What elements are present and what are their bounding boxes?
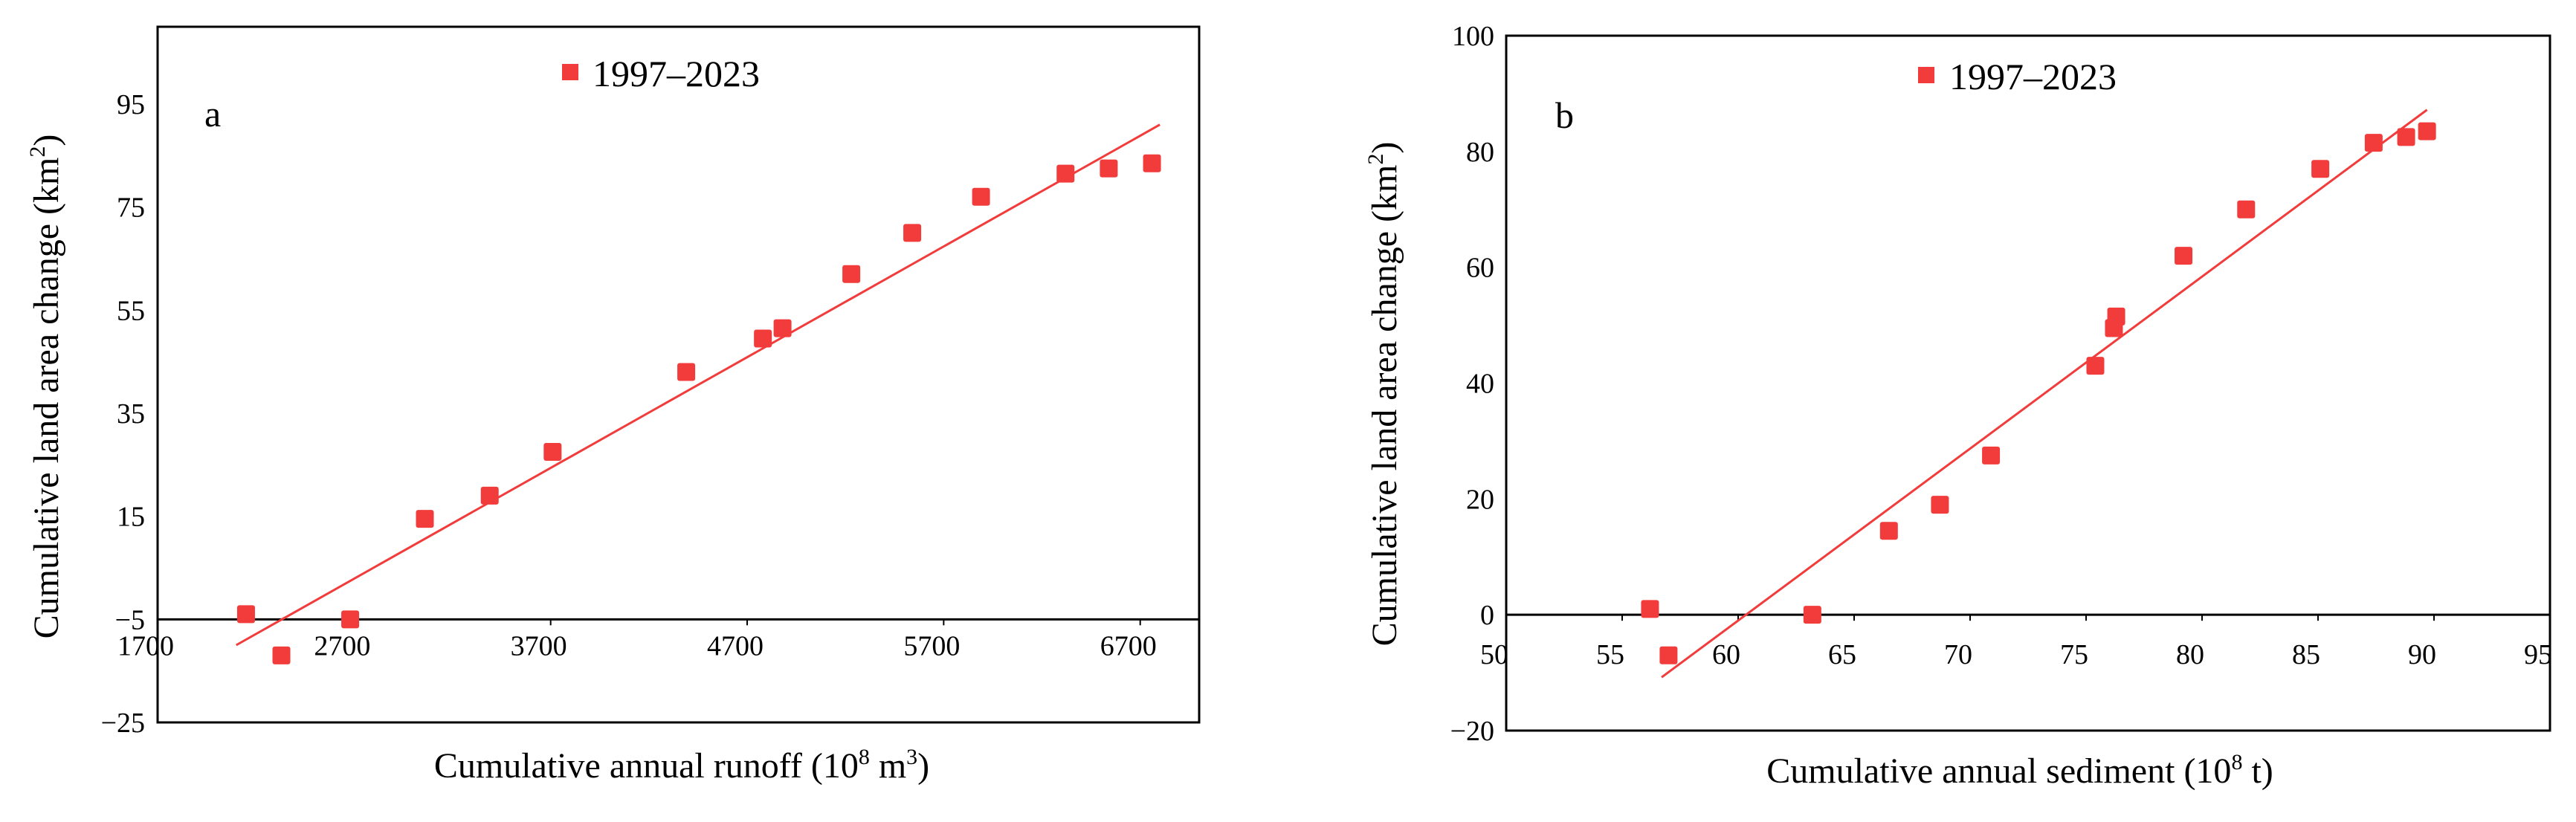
y-tick-label: −25 (101, 708, 145, 739)
data-point (2237, 200, 2256, 219)
chart-panel-b: −20 0 20 40 60 80 100 50 55 60 65 70 75 80 85 90 95 b 1… (1363, 21, 2552, 791)
x-tick-label: 55 (1596, 639, 1624, 670)
x-tick-label: 75 (2060, 639, 2088, 670)
x-tick-label: 2700 (314, 630, 370, 661)
data-point (236, 605, 255, 624)
data-point (2397, 128, 2415, 146)
data-point (1982, 446, 2001, 465)
legend-marker-a (562, 64, 578, 80)
data-point (1056, 164, 1075, 183)
x-tick-label: 85 (2292, 639, 2320, 670)
data-points-b (1641, 122, 2436, 664)
x-tick-label: 90 (2408, 639, 2436, 670)
y-tick-label: 95 (117, 89, 145, 120)
y-tick-label: 60 (1466, 253, 1494, 284)
x-tick-label: 6700 (1100, 630, 1157, 661)
data-point (1659, 646, 1678, 664)
data-point (677, 363, 696, 381)
y-tick-labels-b: −20 0 20 40 60 80 100 (1450, 21, 1494, 747)
chart-panel-a: −25 −5 15 35 55 75 95 1700 2700 3700 4700 5700 6700… (25, 25, 1201, 786)
y-tick-label: 100 (1452, 21, 1494, 52)
data-point (1100, 159, 1118, 178)
data-point (1143, 154, 1161, 172)
y-tick-label: 40 (1466, 369, 1494, 400)
x-tick-label: 60 (1712, 639, 1740, 670)
x-tick-label: 50 (1480, 639, 1508, 670)
x-tick-label: 95 (2524, 639, 2552, 670)
y-tick-label: 20 (1466, 484, 1494, 515)
x-tick-labels-b: 50 55 60 65 70 75 80 85 90 95 (1480, 615, 2552, 670)
y-tick-label: 15 (117, 502, 145, 533)
y-tick-label: 55 (117, 295, 145, 326)
y-tick-label: 0 (1480, 600, 1494, 631)
plot-frame-a (156, 25, 1201, 724)
data-point (773, 319, 792, 337)
data-point (754, 329, 772, 348)
y-axis-title-b: Cumulative land area change (km2) (1363, 142, 1404, 647)
y-tick-label: 80 (1466, 137, 1494, 168)
data-point (1803, 606, 1821, 624)
data-point (272, 646, 291, 664)
legend-marker-b (1918, 67, 1934, 83)
x-tick-label: 3700 (511, 630, 567, 661)
trendline-a (235, 123, 1161, 647)
data-point (972, 187, 990, 206)
data-point (416, 510, 434, 528)
y-tick-labels-a: −25 −5 15 35 55 75 95 (101, 89, 145, 739)
data-point (903, 224, 922, 242)
data-point (480, 486, 499, 505)
data-point (2107, 307, 2125, 326)
data-point (2311, 160, 2330, 178)
data-point (1879, 522, 1898, 540)
data-point (1931, 496, 1949, 514)
legend-label-b: 1997–2023 (1949, 56, 2117, 97)
data-point (2418, 122, 2436, 140)
x-tick-label: 65 (1828, 639, 1856, 670)
x-tick-labels-a: 1700 2700 3700 4700 5700 6700 (117, 619, 1157, 661)
data-point (842, 265, 861, 283)
y-axis-title-a: Cumulative land area change (km2) (25, 135, 66, 639)
trendline-b (1661, 109, 2428, 679)
panel-label-a: a (204, 93, 221, 135)
data-point (2364, 134, 2383, 152)
data-points-a (236, 154, 1161, 664)
x-axis-title-b: Cumulative annual sediment (108 t) (1766, 750, 2273, 791)
x-axis-title-a: Cumulative annual runoff (108 m3) (434, 745, 929, 786)
y-tick-label: 35 (117, 398, 145, 430)
legend-label-a: 1997–2023 (593, 53, 760, 94)
panel-label-b: b (1555, 94, 1574, 136)
y-tick-label: 75 (117, 192, 145, 224)
data-point (341, 610, 360, 629)
plot-frame-b (1505, 34, 2551, 732)
x-tick-label: 1700 (117, 630, 174, 661)
data-point (1641, 600, 1659, 618)
x-tick-label: 5700 (903, 630, 960, 661)
x-tick-label: 80 (2176, 639, 2204, 670)
x-tick-label: 4700 (707, 630, 764, 661)
data-point (2175, 247, 2193, 265)
data-point (543, 443, 562, 461)
x-tick-label: 70 (1944, 639, 1972, 670)
data-point (2086, 357, 2105, 375)
y-tick-label: −5 (115, 604, 145, 635)
y-tick-label: −20 (1450, 716, 1494, 747)
